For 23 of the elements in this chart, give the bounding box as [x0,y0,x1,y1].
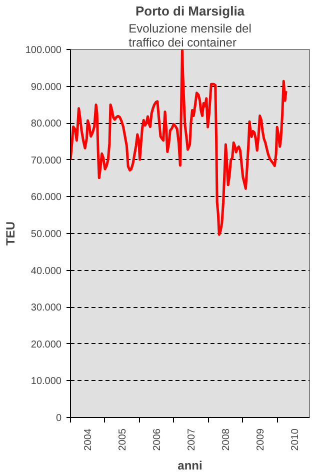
x-tick-label: 2005 [118,428,129,451]
x-tick-label: 2004 [83,428,94,451]
chart-subtitle: Evoluzione mensile del traffico dei container [128,22,252,50]
y-tick-label: 100.000 [25,45,62,56]
y-tick-label: 70.000 [30,155,62,166]
y-tick-label: 60.000 [30,192,62,204]
x-tick-label: 2008 [221,428,232,451]
y-tick-label: 10.000 [30,376,62,388]
y-tick-label: 30.000 [30,302,62,314]
x-tick-label: 2007 [186,428,198,451]
y-tick-label: 90.000 [30,82,62,93]
y-tick-label: 0 [56,413,62,424]
y-tick-label: 40.000 [30,266,62,277]
chart-title: Porto di Marsiglia [135,4,246,18]
y-tick-label: 20.000 [30,339,62,350]
x-axis-title: anni [178,458,202,473]
x-tick-label: 2006 [152,428,164,451]
line-series [70,50,288,236]
y-tick-label: 50.000 [30,229,62,240]
x-tick-label: 2009 [256,428,267,451]
y-tick-label: 80.000 [30,118,62,130]
x-tick-label: 2010 [290,428,302,451]
y-axis-title: TEU [3,222,18,246]
